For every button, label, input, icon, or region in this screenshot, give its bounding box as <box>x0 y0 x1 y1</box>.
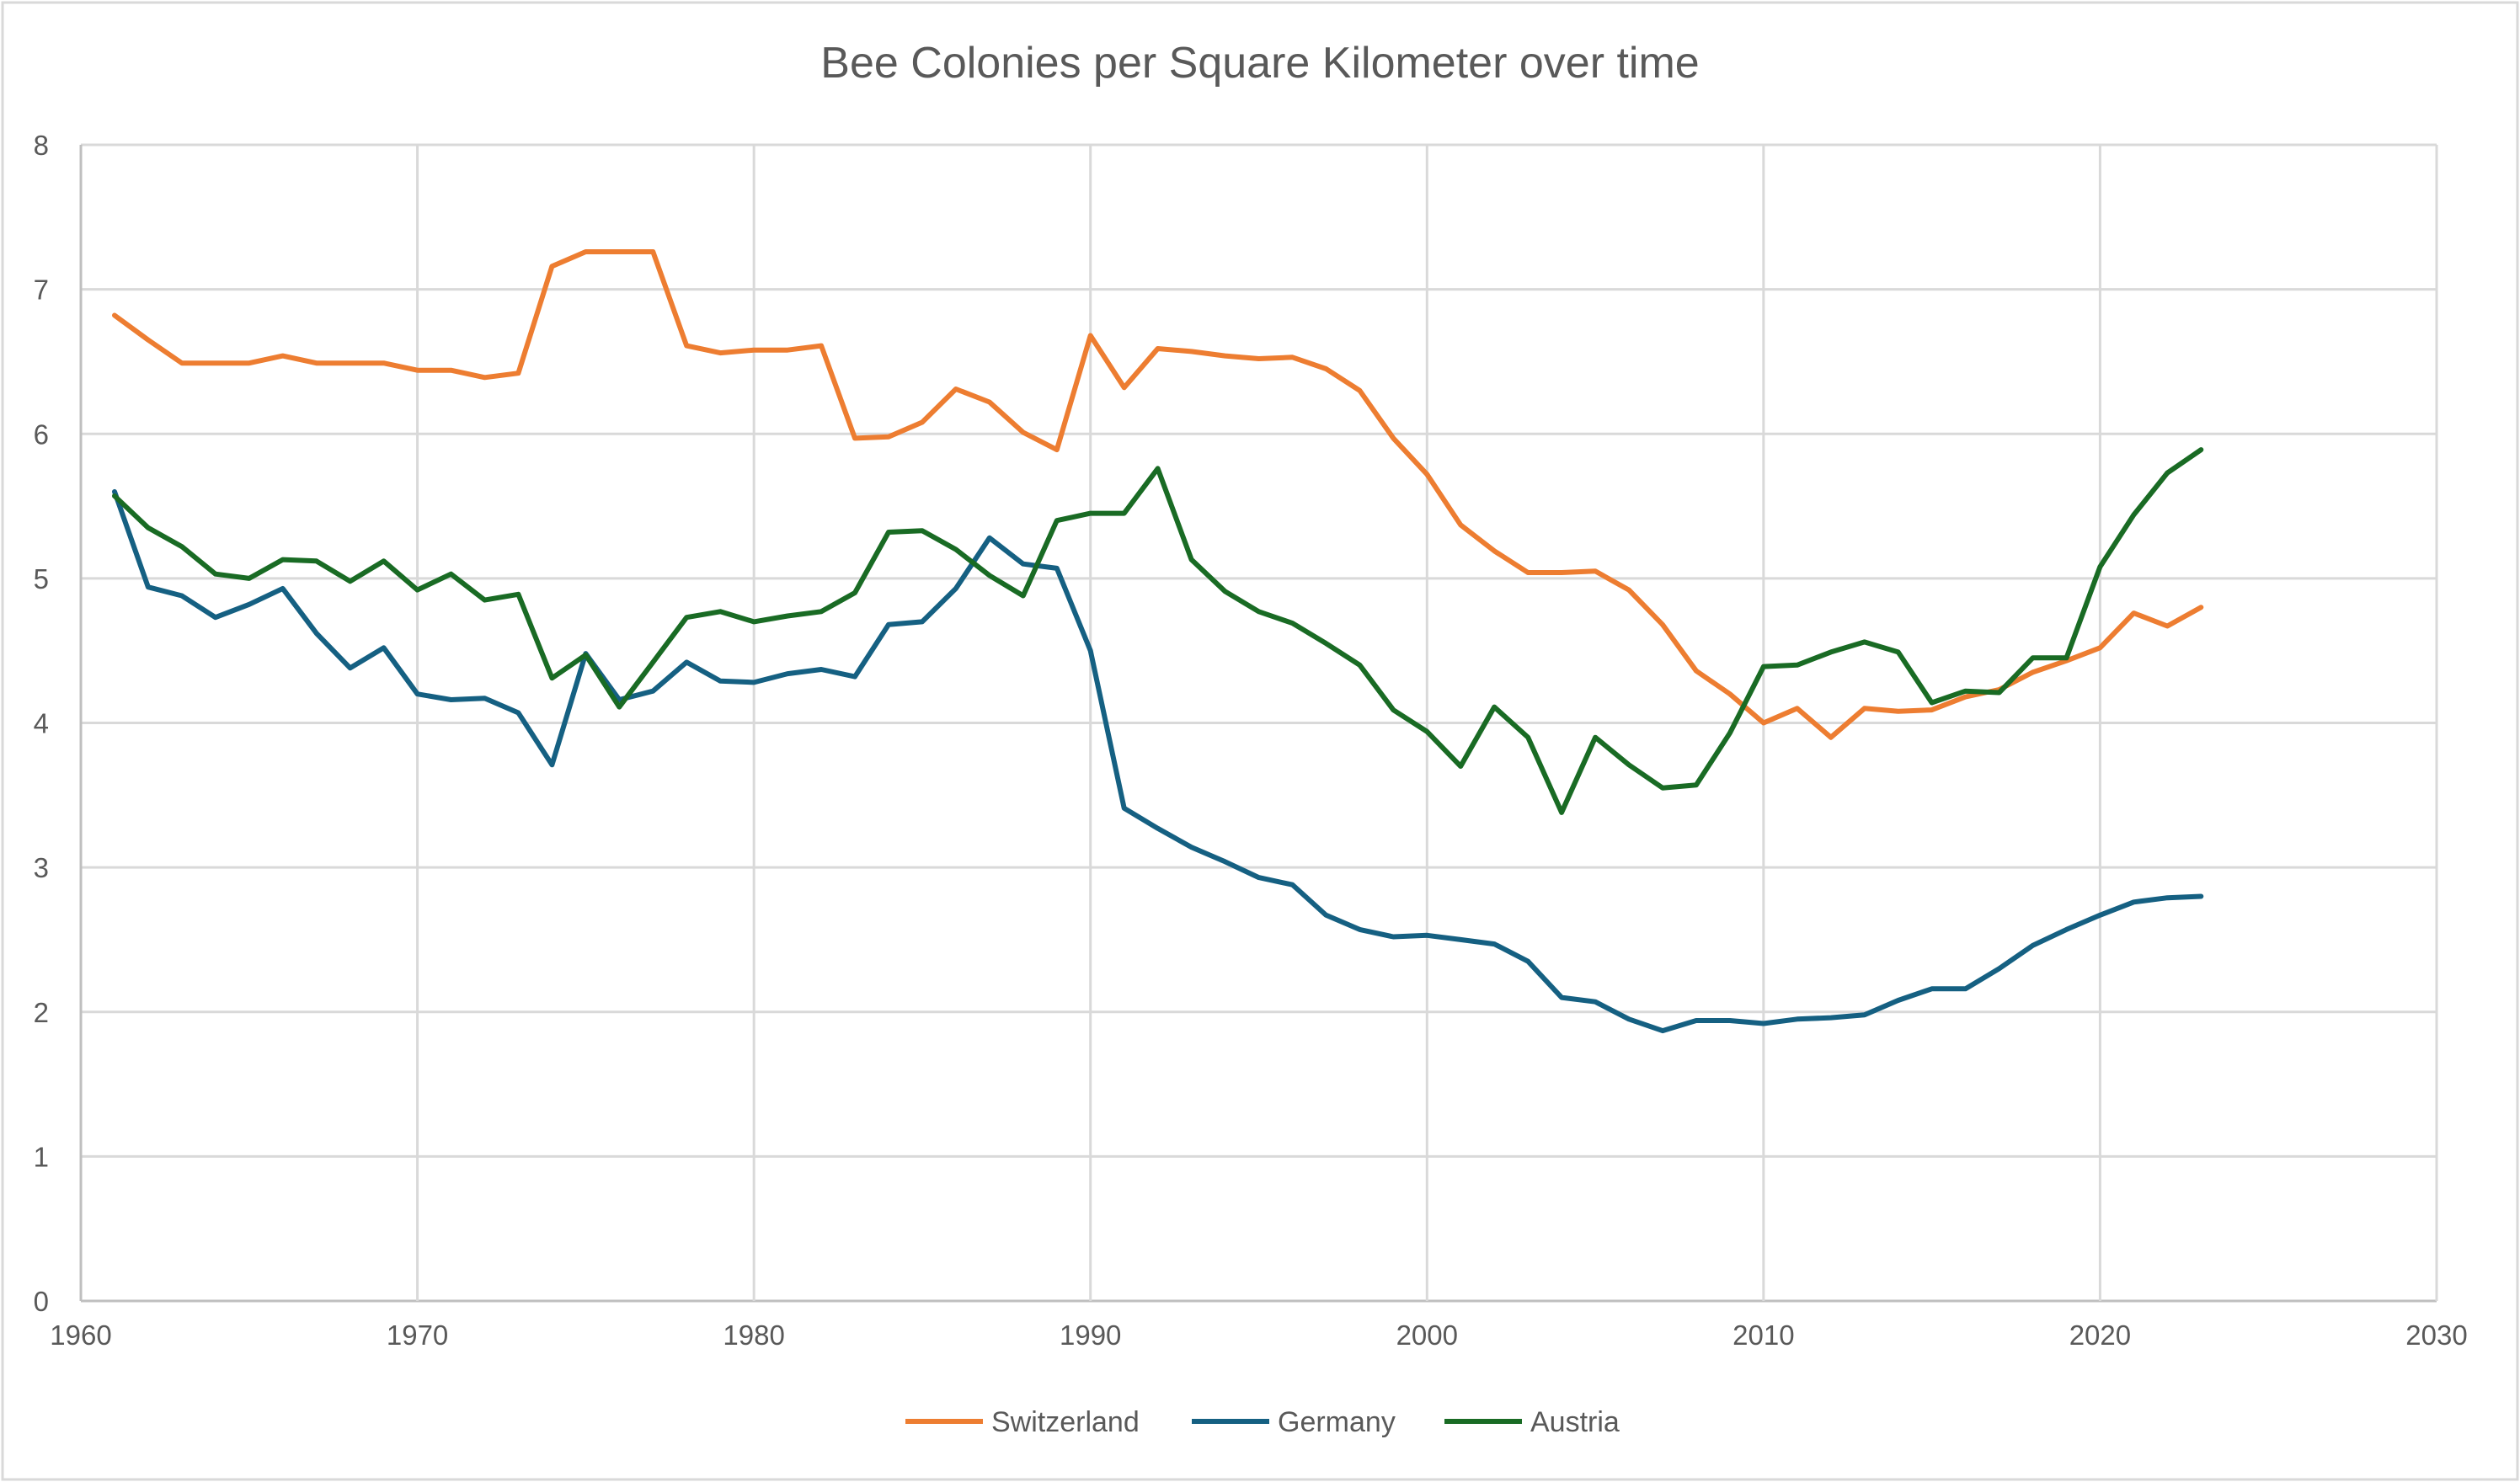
x-tick-label: 2020 <box>2069 1319 2131 1351</box>
series-line-austria <box>112 447 2204 815</box>
y-tick-label: 4 <box>34 708 49 739</box>
y-tick-label: 1 <box>34 1141 49 1172</box>
y-tick-label: 7 <box>34 275 49 306</box>
legend-item-germany: Germany <box>1192 1406 1396 1438</box>
x-tick-label: 1960 <box>50 1319 111 1351</box>
y-tick-label: 2 <box>34 997 49 1028</box>
legend: Switzerland Germany Austria <box>905 1406 1620 1438</box>
chart-title: Bee Colonies per Square Kilometer over t… <box>820 39 1699 88</box>
series-lines <box>112 249 2204 1034</box>
y-tick-label: 8 <box>34 130 49 161</box>
x-tick-label: 2030 <box>2405 1319 2467 1351</box>
legend-label: Austria <box>1530 1406 1620 1438</box>
series-line-germany <box>112 488 2204 1034</box>
x-tick-label: 1980 <box>723 1319 784 1351</box>
legend-item-switzerland: Switzerland <box>905 1406 1140 1438</box>
gridlines <box>79 143 2438 1303</box>
axis-tick-labels: 0 1 2 3 4 5 6 7 8 1960 1970 1980 1990 2000 2010 2020 203… <box>34 130 2468 1351</box>
x-tick-label: 2000 <box>1396 1319 1458 1351</box>
x-tick-label: 2010 <box>1732 1319 1794 1351</box>
series-line-switzerland <box>112 249 2204 740</box>
x-tick-label: 1990 <box>1060 1319 1121 1351</box>
y-tick-label: 3 <box>34 852 49 883</box>
legend-label: Germany <box>1278 1406 1396 1438</box>
legend-item-austria: Austria <box>1444 1406 1620 1438</box>
y-tick-label: 5 <box>34 563 49 594</box>
y-tick-label: 6 <box>34 418 49 450</box>
legend-label: Switzerland <box>991 1406 1140 1438</box>
y-tick-label: 0 <box>34 1286 49 1317</box>
x-tick-label: 1970 <box>387 1319 448 1351</box>
